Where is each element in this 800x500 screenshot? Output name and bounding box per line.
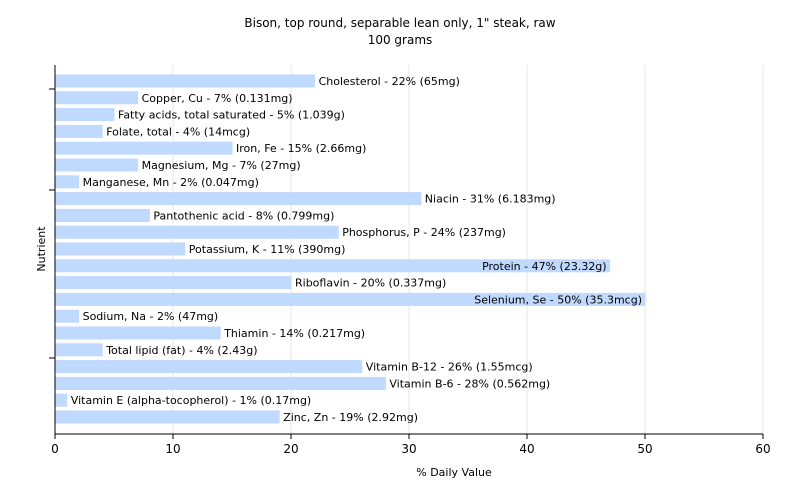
bar-label: Potassium, K - 11% (390mg) [189, 243, 346, 256]
chart-title: Bison, top round, separable lean only, 1… [244, 16, 556, 30]
bar-label: Niacin - 31% (6.183mg) [425, 193, 556, 206]
bar [55, 108, 115, 122]
bar-label: Folate, total - 4% (14mcg) [106, 125, 250, 138]
bar [55, 141, 233, 155]
bar [55, 343, 103, 357]
x-axis-title: % Daily Value [416, 466, 492, 479]
bar-label: Vitamin B-6 - 28% (0.562mg) [389, 377, 550, 390]
chart-subtitle: 100 grams [367, 33, 433, 47]
bar [55, 360, 363, 374]
x-tick-label: 40 [519, 442, 534, 456]
x-tick-label: 20 [283, 442, 298, 456]
bar-label: Zinc, Zn - 19% (2.92mg) [283, 411, 418, 424]
y-axis-title: Nutrient [35, 226, 48, 272]
bar [55, 91, 139, 105]
bar [55, 175, 80, 189]
bar [55, 309, 80, 323]
bar [55, 124, 103, 138]
bar [55, 292, 646, 306]
bar-label: Manganese, Mn - 2% (0.047mg) [83, 176, 259, 189]
x-tick-label: 60 [755, 442, 770, 456]
bar-label: Vitamin E (alpha-tocopherol) - 1% (0.17m… [71, 394, 311, 407]
bar-label: Pantothenic acid - 8% (0.799mg) [153, 209, 334, 222]
bar [55, 410, 280, 424]
bar-label: Phosphorus, P - 24% (237mg) [342, 226, 506, 239]
x-tick-label: 30 [401, 442, 416, 456]
bar-label: Fatty acids, total saturated - 5% (1.039… [118, 109, 345, 122]
bar [55, 74, 316, 88]
x-tick-label: 0 [51, 442, 59, 456]
x-tick-label: 50 [637, 442, 652, 456]
bar [55, 276, 292, 290]
bar [55, 158, 139, 172]
x-tick-label: 10 [165, 442, 180, 456]
bar [55, 259, 611, 273]
bar [55, 376, 386, 390]
bar [55, 192, 422, 206]
bar-label: Vitamin B-12 - 26% (1.55mcg) [366, 361, 533, 374]
bar-label: Thiamin - 14% (0.217mg) [223, 327, 365, 340]
bar-label: Copper, Cu - 7% (0.131mg) [142, 92, 293, 105]
bar-label: Cholesterol - 22% (65mg) [319, 75, 460, 88]
bar-label: Magnesium, Mg - 7% (27mg) [142, 159, 301, 172]
bar [55, 208, 150, 222]
bar [55, 326, 221, 340]
bar-label: Protein - 47% (23.32g) [482, 260, 607, 273]
bar [55, 225, 339, 239]
bar-label: Riboflavin - 20% (0.337mg) [295, 277, 446, 290]
bar [55, 393, 68, 407]
bar-label: Iron, Fe - 15% (2.66mg) [236, 142, 366, 155]
bar [55, 242, 186, 256]
bar-label: Total lipid (fat) - 4% (2.43g) [105, 344, 257, 357]
bar-label: Sodium, Na - 2% (47mg) [83, 310, 219, 323]
bar-label: Selenium, Se - 50% (35.3mcg) [474, 293, 642, 306]
